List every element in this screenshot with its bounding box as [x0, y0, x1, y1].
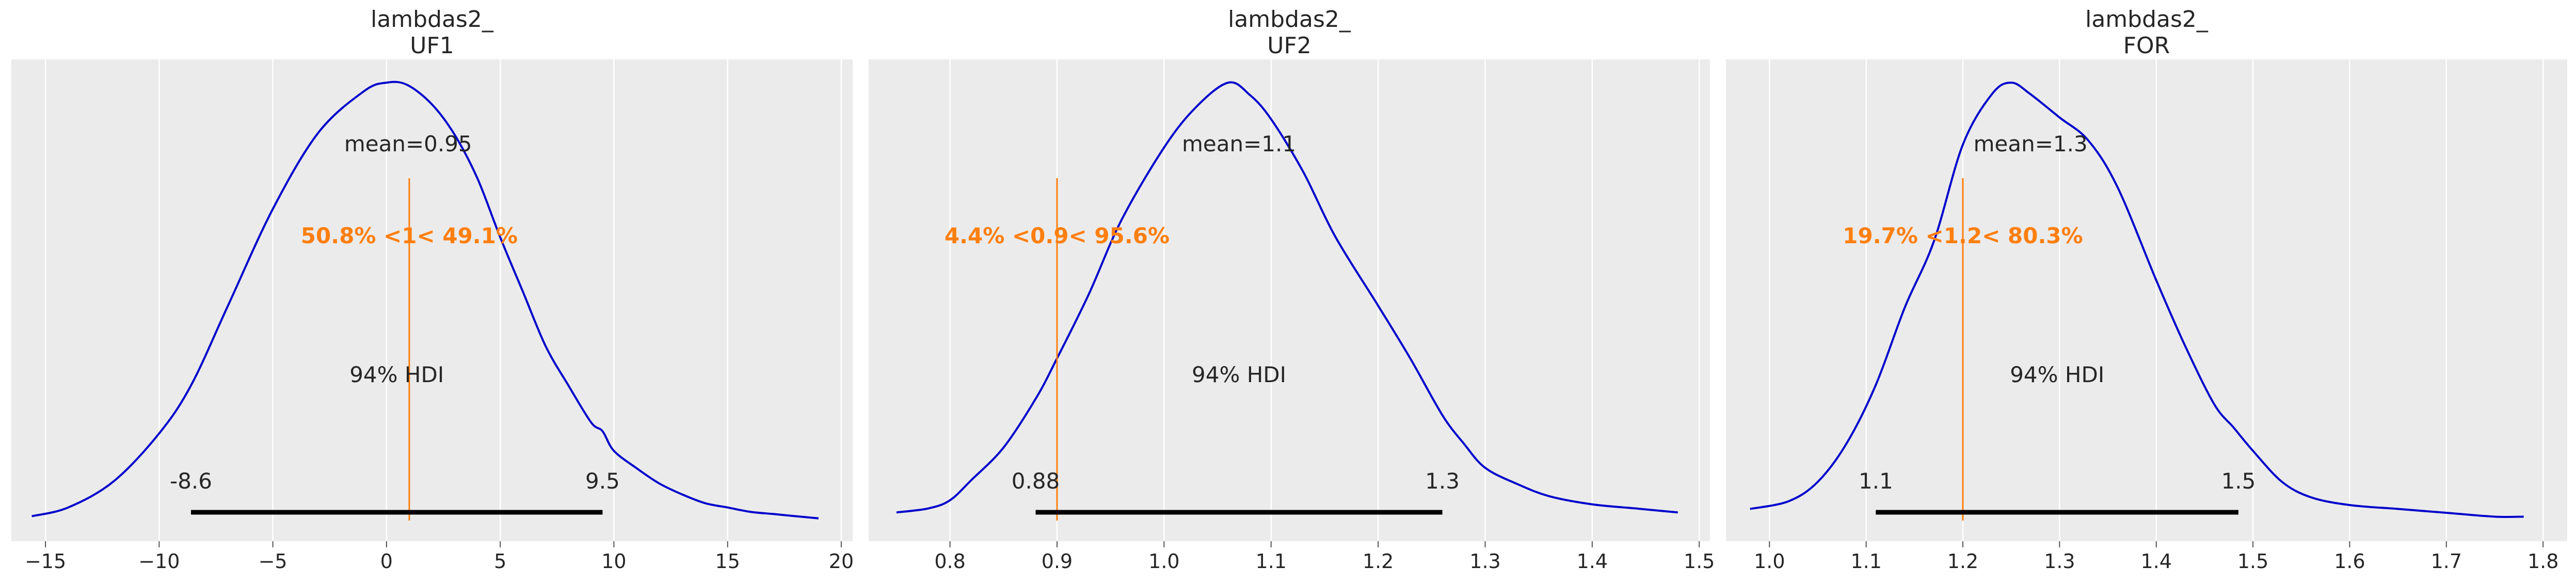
reference-label: 50.8% <1< 49.1% [301, 223, 518, 248]
chart-subtitle: UF1 [410, 33, 454, 59]
hdi-label: 94% HDI [1192, 362, 1286, 387]
x-tick-label: 1.5 [2237, 550, 2268, 573]
x-tick-label: 1.2 [1947, 550, 1978, 573]
hdi-low-label: 0.88 [1012, 468, 1060, 494]
mean-label: mean=1.3 [1974, 131, 2088, 156]
hdi-low-label: -8.6 [170, 468, 212, 494]
plot-background [1726, 59, 2567, 541]
x-tick-label: 1.0 [1148, 550, 1179, 573]
x-tick-label: −15 [25, 550, 66, 573]
x-tick-label: 15 [715, 550, 740, 573]
reference-label: 4.4% <0.9< 95.6% [945, 223, 1170, 248]
x-tick-label: 1.1 [1850, 550, 1881, 573]
plot-background [869, 59, 1710, 541]
x-tick-label: −10 [138, 550, 180, 573]
x-tick-label: 1.3 [1469, 550, 1500, 573]
x-tick-label: 0 [380, 550, 393, 573]
density-curve [1750, 81, 2524, 518]
density-curve [896, 81, 1678, 514]
x-tick-label: 1.4 [2141, 550, 2172, 573]
hdi-low-label: 1.1 [1859, 468, 1893, 494]
chart-subtitle: UF2 [1267, 33, 1311, 59]
hdi-high-label: 9.5 [585, 468, 620, 494]
x-tick-label: 0.8 [934, 550, 965, 573]
x-tick-label: 1.5 [1684, 550, 1715, 573]
x-tick-label: 0.9 [1042, 550, 1073, 573]
x-tick-label: 1.8 [2527, 550, 2558, 573]
mean-label: mean=1.1 [1182, 131, 1296, 156]
density-curve [31, 81, 819, 520]
panel-3: lambdas2_FOR 1.0 1.1 1.2 1.3 1.4 1.5 1.6 1.7 1.8 m… [1726, 6, 2567, 573]
hdi-label: 94% HDI [349, 362, 444, 387]
x-tick-label: 10 [601, 550, 626, 573]
chart-subtitle: FOR [2123, 33, 2170, 59]
chart-title: lambdas2_ [371, 6, 494, 33]
x-tick-label: 1.7 [2431, 550, 2462, 573]
x-tick-label: 1.3 [2044, 550, 2075, 573]
x-tick-label: 1.6 [2334, 550, 2365, 573]
chart-title: lambdas2_ [2085, 6, 2209, 33]
x-tick-label: 1.4 [1577, 550, 1608, 573]
plot-background [11, 59, 853, 541]
x-tick-label: 1.2 [1363, 550, 1394, 573]
x-tick-label: 20 [829, 550, 854, 573]
chart-title: lambdas2_ [1228, 6, 1351, 33]
hdi-label: 94% HDI [2010, 362, 2104, 387]
x-tick-label: −5 [259, 550, 287, 573]
panel-2: lambdas2_UF2 0.8 0.9 1.0 1.1 1.2 1.3 1.4 1.5 mean… [869, 6, 1715, 573]
hdi-high-label: 1.5 [2221, 468, 2256, 494]
mean-label: mean=0.95 [344, 131, 472, 156]
hdi-high-label: 1.3 [1425, 468, 1460, 494]
panel-1: lambdas2_UF1 −15 −10 −5 0 5 10 15 20 mean=0.95 50.… [11, 6, 854, 573]
x-tick-label: 1.0 [1754, 550, 1785, 573]
reference-label: 19.7% <1.2< 80.3% [1843, 223, 2083, 248]
x-tick-label: 5 [494, 550, 506, 573]
x-tick-label: 1.1 [1256, 550, 1287, 573]
